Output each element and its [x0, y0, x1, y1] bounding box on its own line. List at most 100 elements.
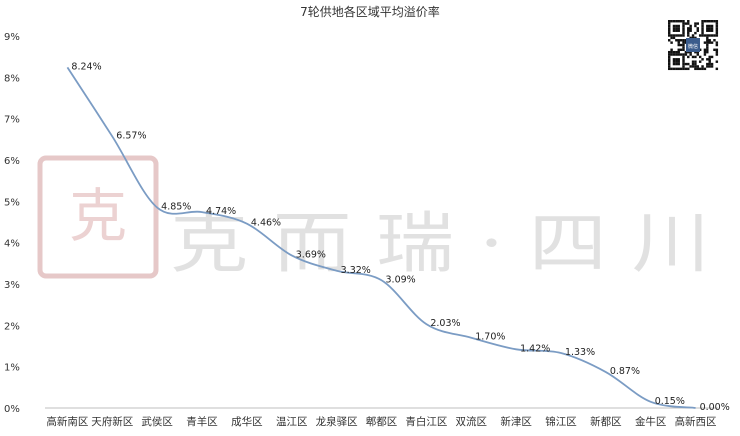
qr-module	[710, 27, 714, 30]
qr-module	[672, 60, 676, 63]
qr-module	[679, 53, 683, 56]
qr-module	[710, 29, 714, 32]
qr-module	[706, 50, 709, 54]
qr-module	[691, 62, 695, 66]
qr-module	[701, 20, 704, 23]
qr-module	[689, 36, 692, 40]
qr-module	[682, 43, 685, 47]
qr-module	[668, 53, 671, 56]
qr-module	[710, 55, 714, 59]
qr-module	[682, 62, 685, 66]
qr-module	[698, 55, 702, 59]
x-tick-label: 双流区	[455, 415, 487, 428]
qr-module	[677, 48, 680, 52]
y-tick-label: 5%	[4, 197, 20, 208]
qr-module	[694, 67, 697, 71]
qr-module	[679, 67, 683, 71]
qr-module	[701, 22, 704, 25]
qr-module	[682, 53, 685, 56]
qr-module	[691, 60, 695, 63]
qr-module	[691, 55, 695, 59]
qr-module	[682, 31, 685, 35]
qr-module	[670, 41, 673, 44]
qr-module	[677, 34, 680, 37]
qr-module	[708, 60, 711, 63]
qr-module	[694, 50, 697, 54]
qr-module	[706, 34, 709, 37]
qr-module	[706, 41, 709, 44]
qr-module	[670, 48, 673, 52]
qr-module	[708, 41, 711, 44]
qr-module	[698, 67, 702, 71]
qr-module	[682, 22, 685, 25]
qr-module	[684, 50, 688, 54]
qr-module	[689, 53, 692, 56]
qr-module	[689, 29, 692, 32]
qr-module	[687, 22, 690, 25]
qr-module	[706, 27, 709, 30]
qr-module	[675, 50, 678, 54]
qr-module	[706, 20, 709, 23]
qr-module	[706, 29, 709, 32]
qr-module	[668, 31, 671, 35]
qr-module	[715, 22, 719, 25]
qr-module	[675, 27, 678, 30]
qr-module	[668, 24, 671, 28]
qr-module	[694, 31, 697, 35]
qr-module	[677, 67, 680, 71]
series-line	[66, 66, 696, 409]
watermark-seal	[37, 155, 159, 279]
x-tick-label: 新津区	[500, 415, 532, 428]
data-label: 4.74%	[206, 206, 236, 217]
qr-module	[694, 55, 697, 59]
qr-module	[687, 27, 690, 30]
x-tick-label: 成华区	[231, 415, 263, 428]
x-tick-label: 锦江区	[545, 415, 577, 428]
qr-module	[698, 34, 702, 37]
qr-module	[682, 65, 685, 68]
qr-module	[710, 41, 714, 44]
qr-module	[670, 20, 673, 23]
qr-module	[713, 34, 716, 37]
data-label: 3.09%	[386, 274, 416, 285]
qr-module	[677, 60, 680, 63]
qr-module	[675, 34, 678, 37]
data-label: 8.24%	[71, 61, 101, 72]
x-tick-label: 天府新区	[91, 415, 133, 428]
qr-module	[670, 53, 673, 56]
qr-module	[682, 29, 685, 32]
qr-module	[679, 48, 683, 52]
qr-module	[675, 53, 678, 56]
qr-module	[689, 65, 692, 68]
qr-module	[668, 60, 671, 63]
qr-module	[708, 24, 711, 28]
x-tick-label: 郫都区	[366, 415, 398, 428]
qr-module	[713, 20, 716, 23]
qr-module	[682, 34, 685, 37]
qr-module	[696, 67, 700, 71]
qr-module	[677, 27, 680, 30]
qr-module	[677, 58, 680, 61]
qr-module	[715, 60, 719, 63]
qr-module	[687, 50, 690, 54]
qr-module	[706, 24, 709, 28]
qr-module	[710, 34, 714, 37]
qr-module	[675, 39, 678, 42]
qr-module	[710, 24, 714, 28]
qr-module	[682, 27, 685, 30]
qr-module	[694, 60, 697, 63]
qr-module	[675, 58, 678, 61]
qr-module	[708, 65, 711, 68]
qr-module	[672, 50, 676, 54]
qr-module	[698, 48, 702, 52]
y-tick-label: 4%	[4, 239, 20, 250]
qr-module	[668, 50, 671, 54]
qr-module	[706, 46, 709, 49]
qr-module	[708, 55, 711, 59]
qr-module	[706, 65, 709, 68]
qr-module	[701, 31, 704, 35]
qr-module	[677, 53, 680, 56]
x-tick-label: 温江区	[276, 416, 308, 428]
y-tick-label: 0%	[4, 404, 20, 415]
qr-module	[682, 60, 685, 63]
